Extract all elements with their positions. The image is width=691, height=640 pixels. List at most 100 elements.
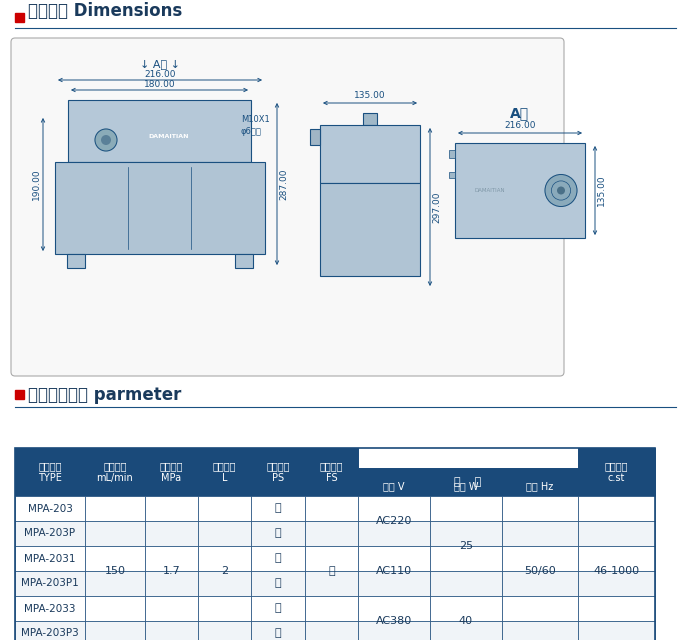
Bar bbox=[502, 621, 578, 640]
Bar bbox=[305, 546, 358, 571]
Bar bbox=[198, 621, 251, 640]
Bar bbox=[358, 571, 430, 596]
Bar bbox=[251, 448, 305, 496]
Text: A向: A向 bbox=[511, 106, 529, 120]
Bar bbox=[502, 571, 578, 596]
Circle shape bbox=[545, 175, 577, 207]
Bar bbox=[305, 596, 358, 621]
Text: 电    机: 电 机 bbox=[455, 477, 482, 487]
Bar bbox=[85, 596, 145, 621]
Text: 液位检测
FS: 液位检测 FS bbox=[320, 461, 343, 483]
Bar bbox=[363, 113, 377, 125]
Text: 没: 没 bbox=[275, 554, 281, 563]
Text: 有: 有 bbox=[328, 566, 335, 576]
Bar bbox=[198, 521, 251, 546]
Bar bbox=[198, 448, 251, 496]
Text: 有: 有 bbox=[275, 529, 281, 538]
Text: 用油粘度
c.st: 用油粘度 c.st bbox=[605, 461, 628, 483]
Text: 外型尺寸 Dimensions: 外型尺寸 Dimensions bbox=[28, 2, 182, 20]
Bar bbox=[145, 521, 198, 546]
Bar bbox=[251, 546, 305, 571]
Bar bbox=[15, 448, 655, 640]
Bar bbox=[85, 621, 145, 640]
Text: 频率 Hz: 频率 Hz bbox=[527, 481, 553, 491]
Bar bbox=[15, 448, 85, 496]
Text: 没: 没 bbox=[275, 504, 281, 513]
Bar bbox=[15, 621, 85, 640]
Bar bbox=[430, 621, 502, 640]
Bar bbox=[15, 521, 85, 546]
Bar bbox=[430, 521, 502, 546]
Text: 功率 W: 功率 W bbox=[454, 481, 478, 491]
Bar bbox=[320, 183, 420, 276]
Bar bbox=[15, 13, 24, 22]
Bar bbox=[320, 125, 420, 183]
Bar bbox=[251, 521, 305, 546]
Bar bbox=[67, 254, 85, 268]
Bar bbox=[305, 521, 358, 546]
Text: φ6管径: φ6管径 bbox=[241, 127, 262, 136]
Text: DAMAITIAN: DAMAITIAN bbox=[475, 188, 506, 193]
Text: 180.00: 180.00 bbox=[144, 80, 176, 89]
Bar bbox=[430, 476, 502, 496]
Bar bbox=[85, 496, 145, 521]
Bar bbox=[430, 571, 502, 596]
Bar bbox=[15, 571, 85, 596]
Bar bbox=[85, 448, 145, 496]
Text: 规格型号
TYPE: 规格型号 TYPE bbox=[38, 461, 62, 483]
Bar bbox=[305, 621, 358, 640]
Bar bbox=[578, 521, 655, 546]
Text: 型号规格参数 parmeter: 型号规格参数 parmeter bbox=[28, 385, 181, 403]
Text: AC220: AC220 bbox=[376, 516, 413, 526]
Text: 297.00: 297.00 bbox=[432, 191, 441, 223]
Bar bbox=[502, 546, 578, 571]
Text: 40: 40 bbox=[459, 616, 473, 626]
Bar bbox=[455, 143, 585, 238]
Bar bbox=[85, 546, 145, 571]
Bar bbox=[145, 496, 198, 521]
Text: MPA-203P1: MPA-203P1 bbox=[21, 579, 79, 589]
Bar bbox=[358, 546, 430, 571]
Bar bbox=[145, 621, 198, 640]
Bar bbox=[305, 496, 358, 521]
Text: 135.00: 135.00 bbox=[354, 91, 386, 100]
Bar bbox=[85, 571, 145, 596]
Bar bbox=[198, 546, 251, 571]
Text: 190.00: 190.00 bbox=[32, 169, 41, 200]
Circle shape bbox=[557, 186, 565, 195]
Bar bbox=[358, 468, 578, 496]
Circle shape bbox=[101, 135, 111, 145]
Bar bbox=[55, 162, 265, 254]
Text: 135.00: 135.00 bbox=[597, 175, 606, 206]
Text: 25: 25 bbox=[459, 541, 473, 551]
Bar bbox=[145, 546, 198, 571]
Bar bbox=[358, 496, 430, 521]
Text: MPA-203P: MPA-203P bbox=[24, 529, 75, 538]
Bar bbox=[502, 476, 578, 496]
Circle shape bbox=[95, 129, 117, 151]
Text: 有: 有 bbox=[275, 579, 281, 589]
Text: 216.00: 216.00 bbox=[504, 121, 536, 130]
Bar bbox=[15, 546, 85, 571]
Text: 没: 没 bbox=[275, 604, 281, 614]
Text: 电压 V: 电压 V bbox=[384, 481, 405, 491]
Text: DAMAITIAN: DAMAITIAN bbox=[149, 134, 189, 138]
Bar bbox=[430, 546, 502, 571]
Bar bbox=[145, 596, 198, 621]
Text: MPA-203P3: MPA-203P3 bbox=[21, 628, 79, 639]
Text: ↓ A向 ↓: ↓ A向 ↓ bbox=[140, 60, 180, 70]
Bar bbox=[145, 571, 198, 596]
Text: M10X1: M10X1 bbox=[241, 115, 269, 125]
Bar bbox=[15, 496, 85, 521]
Bar bbox=[305, 448, 358, 496]
Bar bbox=[578, 496, 655, 521]
Bar bbox=[68, 100, 251, 162]
FancyBboxPatch shape bbox=[11, 38, 564, 376]
Bar bbox=[198, 571, 251, 596]
Text: MPA-2033: MPA-2033 bbox=[24, 604, 76, 614]
Bar bbox=[251, 496, 305, 521]
Bar bbox=[251, 596, 305, 621]
Bar bbox=[502, 521, 578, 546]
Text: AC110: AC110 bbox=[376, 566, 412, 576]
Text: 公称流量
mL/min: 公称流量 mL/min bbox=[97, 461, 133, 483]
